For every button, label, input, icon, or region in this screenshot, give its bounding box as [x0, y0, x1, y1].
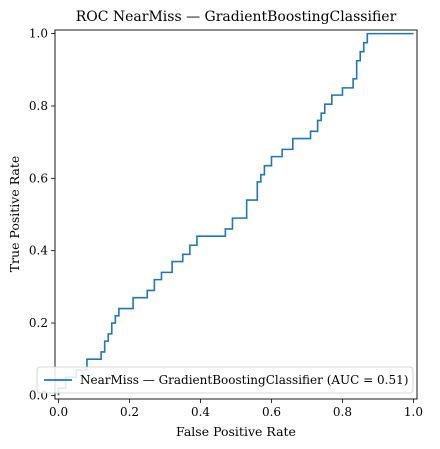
plot-clip-area	[57, 32, 414, 396]
y-tick-label: 0.6	[29, 171, 48, 185]
plot-frame	[54, 29, 418, 400]
chart-title: ROC NearMiss — GradientBoostingClassifie…	[76, 9, 397, 25]
x-axis-title: False Positive Rate	[176, 424, 296, 439]
y-tick-label: 1.0	[29, 27, 48, 41]
x-tick-label: 1.0	[404, 405, 423, 419]
legend: NearMiss — GradientBoostingClassifier (A…	[36, 366, 414, 394]
y-tick-label: 0.8	[29, 99, 48, 113]
roc-curve-line	[57, 32, 414, 396]
y-axis-title: True Positive Rate	[7, 156, 22, 273]
legend-box	[36, 366, 414, 394]
y-tick-label: 0.2	[29, 316, 48, 330]
x-tick-label: 0.6	[262, 405, 281, 419]
legend-label: NearMiss — GradientBoostingClassifier (A…	[80, 373, 408, 387]
y-tick-label: 0.4	[29, 244, 48, 258]
x-tick-label: 0.8	[333, 405, 352, 419]
x-tick-label: 0.0	[49, 405, 68, 419]
x-tick-label: 0.2	[120, 405, 139, 419]
x-tick-label: 0.4	[191, 405, 210, 419]
